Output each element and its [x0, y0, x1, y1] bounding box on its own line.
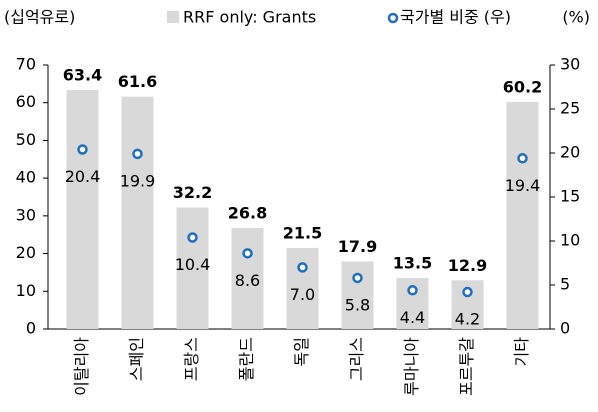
share-marker	[297, 262, 308, 273]
share-marker	[352, 272, 363, 284]
y-axis-label: (십억유로)	[4, 8, 75, 27]
share-marker	[187, 232, 198, 243]
bar	[121, 96, 154, 330]
x-tick-label: 독일	[292, 337, 311, 366]
y2-tick-label: 0	[560, 319, 570, 338]
share-marker	[407, 285, 418, 296]
bar	[66, 89, 99, 330]
share-marker	[77, 144, 88, 155]
share-value-label: 19.9	[120, 171, 156, 190]
share-value-label: 5.8	[345, 295, 370, 314]
x-tick-label: 그리스	[347, 337, 366, 381]
y2-tick-label: 30	[560, 55, 580, 74]
bar-value-label: 26.8	[228, 203, 267, 222]
y2-tick-label: 5	[560, 275, 570, 294]
y-tick-label: 20	[16, 243, 36, 262]
bar-value-label: 17.9	[338, 237, 377, 256]
bar-value-label: 60.2	[503, 77, 542, 96]
share-value-label: 19.4	[505, 176, 541, 195]
bar	[286, 247, 319, 329]
y2-tick-label: 15	[560, 187, 580, 206]
share-value-label: 10.4	[175, 255, 211, 274]
x-tick-label: 프랑스	[182, 337, 201, 381]
x-tick-label: 폴란드	[237, 337, 256, 381]
x-tick-label: 포르투갈	[457, 337, 476, 396]
y-tick-label: 70	[16, 55, 36, 74]
x-tick-label: 이탈리아	[72, 337, 91, 396]
y-tick-label: 60	[16, 92, 36, 111]
x-tick-label: 기타	[512, 337, 531, 367]
legend-swatch	[387, 12, 399, 24]
y-tick-label: 10	[16, 281, 36, 300]
bar	[231, 227, 264, 329]
bar-value-label: 13.5	[393, 254, 432, 273]
share-marker	[242, 248, 253, 259]
y2-tick-label: 25	[560, 99, 580, 118]
y-tick-label: 30	[16, 205, 36, 224]
bar	[176, 207, 209, 329]
share-value-label: 4.2	[455, 310, 480, 329]
bar-value-label: 32.2	[173, 183, 212, 202]
legend-swatch	[167, 11, 179, 23]
y2-axis-label: (%)	[562, 8, 590, 27]
y-tick-label: 40	[16, 168, 36, 187]
x-tick-label: 스페인	[127, 337, 146, 381]
bar-value-label: 63.4	[63, 65, 102, 84]
share-value-label: 4.4	[400, 308, 425, 327]
y-tick-label: 0	[26, 319, 36, 338]
bar-value-label: 61.6	[118, 72, 157, 91]
y-tick-label: 50	[16, 130, 36, 149]
share-marker	[462, 286, 473, 298]
share-value-label: 20.4	[65, 167, 101, 186]
x-tick-label: 루마니아	[402, 337, 421, 396]
share-value-label: 7.0	[290, 285, 315, 304]
share-marker	[517, 153, 528, 164]
legend-label: 국가별 비중 (우)	[400, 8, 511, 27]
bar	[506, 101, 539, 330]
y2-tick-label: 20	[560, 143, 580, 162]
bar-value-label: 21.5	[283, 223, 322, 242]
bar-value-label: 12.9	[448, 256, 487, 275]
share-marker	[132, 148, 143, 160]
legend-label: RRF only: Grants	[183, 8, 316, 27]
y2-tick-label: 10	[560, 231, 580, 250]
share-value-label: 8.6	[235, 271, 260, 290]
